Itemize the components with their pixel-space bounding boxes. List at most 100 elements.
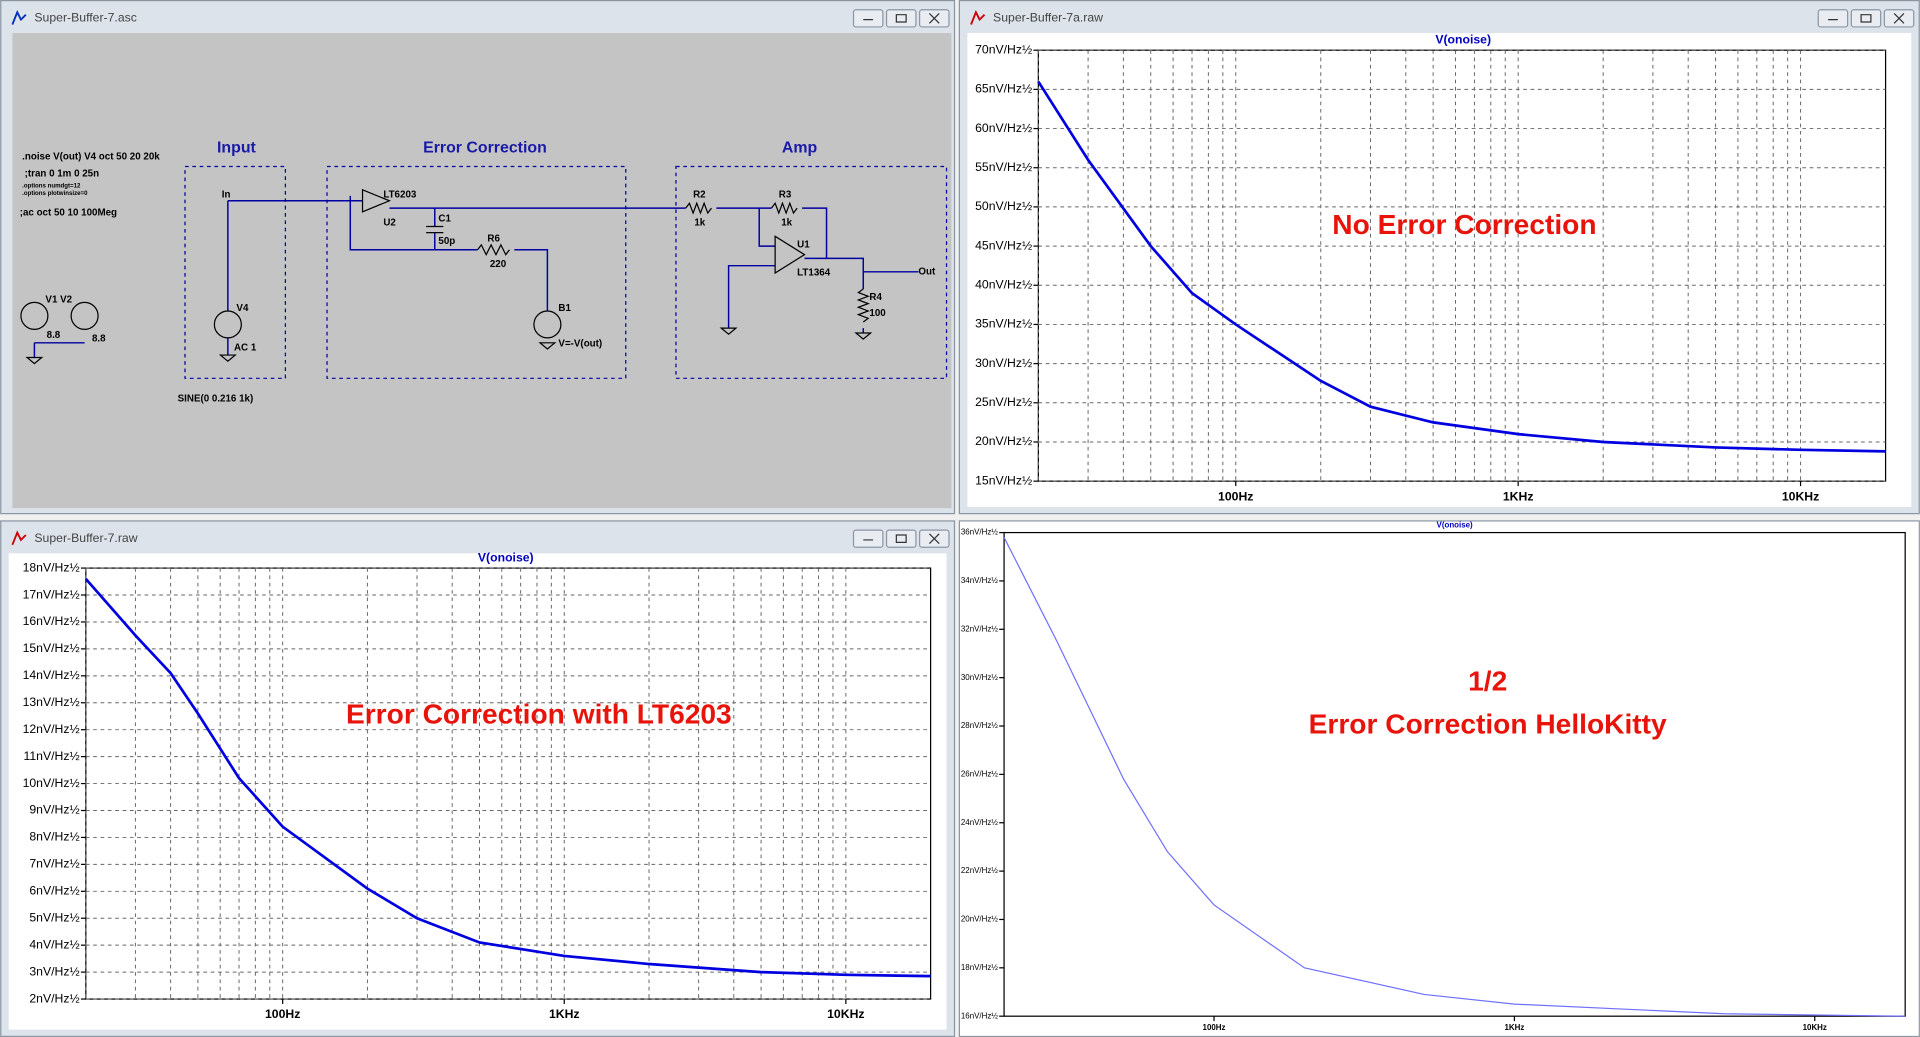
maximize-button[interactable] (885, 529, 917, 548)
y-tick-label: 3nV/Hz½ (29, 964, 79, 978)
y-tick-label: 40nV/Hz½ (975, 278, 1032, 292)
group-box (326, 165, 627, 379)
component (25, 188, 873, 365)
y-tick-label: 65nV/Hz½ (975, 82, 1032, 96)
group-label: Amp (782, 139, 818, 156)
part-value: 1k (694, 217, 705, 228)
y-tick-label: 22nV/Hz½ (961, 866, 998, 875)
plot-area (1003, 531, 1906, 1017)
directive: ;tran 0 1m 0 25n (25, 168, 100, 179)
y-tick-label: 26nV/Hz½ (961, 769, 998, 778)
part-value: 50p (438, 236, 455, 247)
net-label: Out (918, 266, 936, 277)
wire (33, 195, 919, 358)
y-tick-label: 60nV/Hz½ (975, 121, 1032, 135)
button-glyph (863, 533, 940, 545)
y-tick-label: 18nV/Hz½ (961, 963, 998, 972)
y-tick-label: 45nV/Hz½ (975, 238, 1032, 252)
annotation: 1/2 (1468, 666, 1507, 697)
directive: ;ac oct 50 10 100Meg (20, 208, 117, 219)
y-tick-label: 35nV/Hz½ (975, 317, 1032, 331)
chart-title: V(onoise) (478, 551, 534, 565)
y-tick-label: 14nV/Hz½ (23, 668, 80, 682)
schematic-canvas[interactable] (12, 33, 952, 509)
trace (1037, 80, 1886, 453)
y-tick-label: 24nV/Hz½ (961, 818, 998, 827)
y-tick-label: 8nV/Hz½ (29, 830, 79, 844)
y-tick-label: 13nV/Hz½ (23, 695, 80, 709)
window-icon (970, 10, 986, 25)
part-label: U1 (797, 239, 810, 250)
y-tick-label: 16nV/Hz½ (23, 614, 80, 628)
window-icon (11, 530, 27, 546)
y-tick-label: 9nV/Hz½ (29, 803, 79, 817)
x-tick-label: 1KHz (1504, 1023, 1524, 1032)
x-tick-label: 10KHz (827, 1007, 864, 1021)
y-tick-label: 50nV/Hz½ (975, 199, 1032, 213)
y-tick-label: 15nV/Hz½ (23, 641, 80, 655)
part-value: 1k (781, 217, 792, 228)
y-tick-label: 25nV/Hz½ (975, 395, 1032, 409)
part-label: V1 V2 (45, 295, 72, 306)
y-tick-label: 30nV/Hz½ (961, 673, 998, 682)
y-tick-label: 30nV/Hz½ (975, 356, 1032, 370)
y-tick-label: 16nV/Hz½ (961, 1011, 998, 1020)
button-glyph (863, 13, 940, 24)
y-tick-label: 18nV/Hz½ (23, 560, 80, 574)
part-value: SINE(0 0.216 1k) (178, 394, 254, 405)
annotation: Error Correction HelloKitty (1309, 708, 1667, 739)
group-box (675, 165, 948, 379)
button-glyph (1828, 13, 1905, 24)
part-label: V4 (236, 303, 249, 314)
plot-area (1037, 49, 1887, 482)
y-tick-label: 11nV/Hz½ (23, 749, 79, 763)
y-tick-label: 36nV/Hz½ (961, 528, 998, 537)
window-icon (11, 10, 27, 25)
part-value: 8.8 (92, 334, 106, 345)
minimize-button[interactable] (852, 9, 884, 28)
y-tick-label: 2nV/Hz½ (29, 991, 79, 1005)
directive: .options numdgt=12 (22, 183, 81, 190)
trace (1003, 537, 1906, 1017)
minimize-button[interactable] (852, 529, 884, 548)
y-tick-label: 5nV/Hz½ (29, 910, 79, 924)
window-title: Super-Buffer-7.asc (34, 11, 136, 25)
x-tick-label: 1KHz (549, 1007, 580, 1021)
part-label: R6 (487, 233, 500, 244)
y-tick-label: 7nV/Hz½ (29, 857, 79, 871)
maximize-button[interactable] (885, 9, 917, 28)
part-value: AC 1 (234, 342, 257, 353)
annotation: Error Correction with LT6203 (346, 699, 732, 730)
net-label: In (222, 189, 231, 200)
x-tick-label: 100Hz (1203, 1023, 1226, 1032)
y-tick-label: 28nV/Hz½ (961, 721, 998, 730)
schematic: .noise V(out) V4 oct 50 20 20k ;tran 0 1… (12, 33, 952, 509)
part-value: V=-V(out) (558, 339, 602, 350)
y-tick-label: 32nV/Hz½ (961, 624, 998, 633)
part-value: LT6203 (383, 189, 417, 200)
x-tick-label: 100Hz (265, 1007, 300, 1021)
part-value: LT1364 (797, 268, 831, 279)
x-tick-label: 10KHz (1782, 489, 1819, 503)
x-tick-label: 100Hz (1218, 489, 1253, 503)
minimize-button[interactable] (1817, 9, 1849, 28)
part-value: 8.8 (47, 330, 61, 341)
part-label: B1 (558, 303, 571, 314)
source (20, 301, 49, 330)
group-label: Input (217, 139, 257, 156)
part-value: 220 (490, 259, 507, 270)
window-title: Super-Buffer-7.raw (34, 531, 137, 545)
maximize-button[interactable] (1850, 9, 1882, 28)
part-label: U2 (383, 217, 396, 228)
group-box (184, 165, 287, 379)
window-title: Super-Buffer-7a.raw (993, 11, 1103, 25)
y-tick-label: 17nV/Hz½ (23, 587, 80, 601)
x-tick-label: 1KHz (1503, 489, 1534, 503)
source (70, 301, 99, 330)
y-tick-label: 34nV/Hz½ (961, 576, 998, 585)
part-label: R4 (869, 292, 882, 303)
directive: .options plotwinsize=0 (22, 190, 88, 197)
annotation: No Error Correction (1332, 209, 1596, 240)
part-label: R3 (779, 189, 792, 200)
